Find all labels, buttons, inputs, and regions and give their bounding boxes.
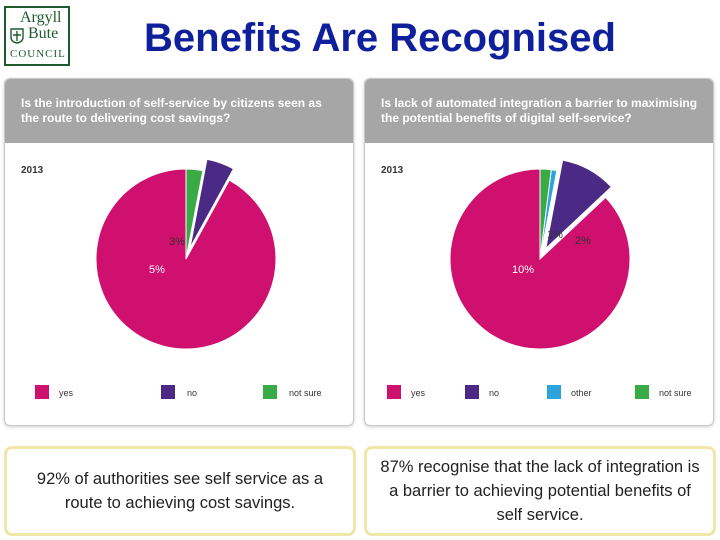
legend-swatch-yes	[387, 385, 401, 399]
legend-label-yes: yes	[59, 388, 74, 398]
callout-integration-barrier: 87% recognise that the lack of integrati…	[364, 446, 716, 536]
pie-chart-integration-barrier: 87%10%1%2%	[449, 159, 631, 350]
legend-label-other: other	[571, 388, 592, 398]
pie-slice-no	[189, 158, 235, 248]
logo-text-argyll: Argyll	[20, 9, 62, 26]
chart-year: 2013	[21, 165, 44, 176]
pie-slice-not-sure	[539, 168, 552, 260]
pie-value-label-not-sure: 2%	[575, 235, 591, 247]
question-text: Is lack of automated integration a barri…	[381, 96, 698, 125]
legend-swatch-not-sure	[263, 385, 277, 399]
pie-value-label-no: 5%	[149, 264, 165, 276]
chart-panel-cost-savings: Is the introduction of self-service by c…	[4, 78, 354, 426]
legend-swatch-yes	[35, 385, 49, 399]
legend-label-no: no	[187, 388, 198, 398]
page-title: Benefits Are Recognised	[144, 16, 616, 60]
logo-text-bute: Bute	[28, 25, 59, 42]
chart-year: 2013	[381, 165, 404, 176]
crest-icon	[10, 28, 24, 44]
legend-label-not-sure: not sure	[289, 388, 322, 398]
legend-label-no: no	[489, 388, 500, 398]
pie-value-label-not-sure: 3%	[169, 236, 185, 248]
pie-slice-no	[545, 159, 613, 250]
question-text: Is the introduction of self-service by c…	[21, 96, 322, 125]
question-header: Is the introduction of self-service by c…	[5, 79, 353, 145]
legend-swatch-other	[547, 385, 561, 399]
legend-swatch-not-sure	[635, 385, 649, 399]
pie-chart-cost-savings: 92%5%3%	[95, 158, 277, 350]
legend-swatch-no	[161, 385, 175, 399]
legend-swatch-no	[465, 385, 479, 399]
pie-value-label-no: 10%	[512, 264, 534, 276]
council-logo: Argyll Bute COUNCIL	[4, 6, 70, 66]
chart-panel-integration-barrier: Is lack of automated integration a barri…	[364, 78, 714, 426]
pie-slice-not-sure	[185, 168, 204, 260]
logo-text-council: COUNCIL	[10, 48, 66, 60]
legend-label-yes: yes	[411, 388, 426, 398]
question-header: Is lack of automated integration a barri…	[365, 79, 713, 145]
pie-value-label-other: 1%	[547, 229, 563, 241]
legend-label-not-sure: not sure	[659, 388, 692, 398]
callout-cost-savings: 92% of authorities see self service as a…	[4, 446, 356, 536]
